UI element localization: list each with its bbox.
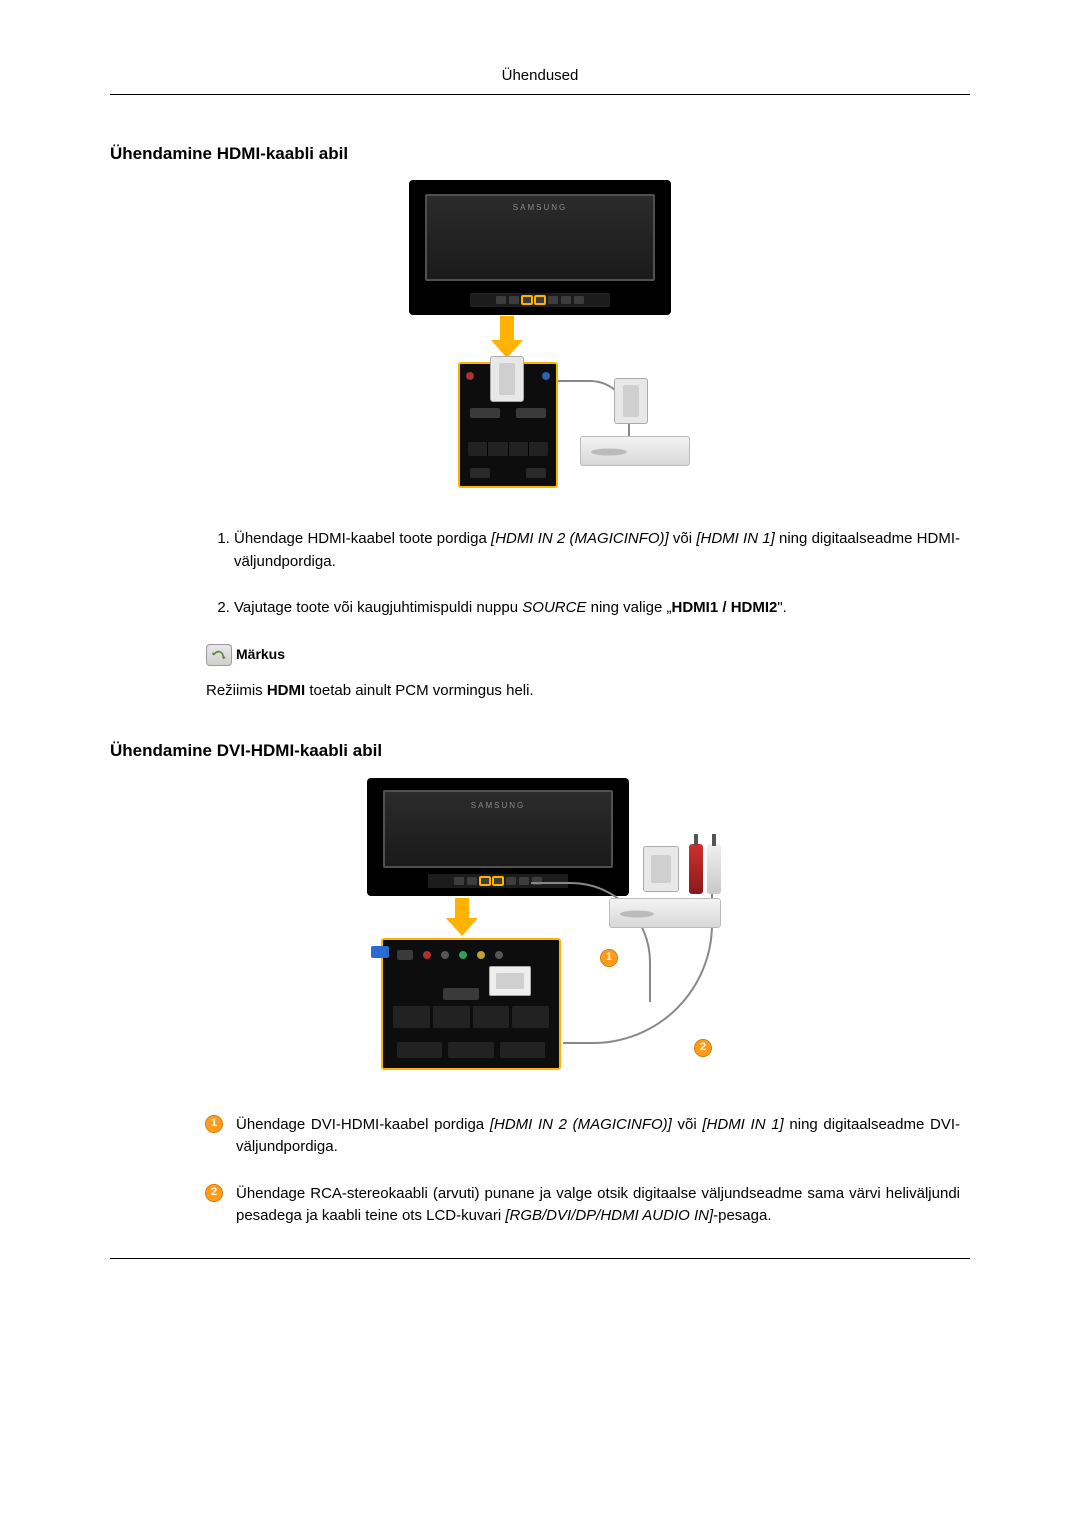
- jack-red-icon: [423, 951, 431, 959]
- badge-item-1: 1 Ühendage DVI-HDMI-kaabel pordiga [HDMI…: [206, 1114, 960, 1159]
- step-1: Ühendage HDMI-kaabel toote pordiga [HDMI…: [234, 528, 960, 573]
- callout-badge-1: 1: [601, 950, 617, 966]
- jack-green-icon: [459, 951, 467, 959]
- figure-dvi-wrap: SAMSUNG: [110, 778, 970, 1078]
- bold-text: HDMI: [267, 682, 305, 699]
- bottom-slots: [470, 468, 546, 478]
- callout-badge-2: 2: [206, 1185, 222, 1201]
- slot-icon: [516, 408, 546, 418]
- note-label: Märkus: [236, 644, 285, 665]
- rca-red-icon: [689, 844, 703, 894]
- rca-white-icon: [707, 844, 721, 894]
- em-text: [HDMI IN 1]: [702, 1116, 783, 1133]
- em-text: SOURCE: [522, 599, 586, 616]
- section1-body: Ühendage HDMI-kaabel toote pordiga [HDMI…: [206, 528, 960, 702]
- note-row: Märkus: [206, 644, 960, 666]
- label-strip: [468, 442, 548, 456]
- em-text: [RGB/DVI/DP/HDMI AUDIO IN]: [505, 1207, 713, 1224]
- figure-hdmi-wrap: SAMSUNG: [110, 180, 970, 492]
- port-icon: [496, 296, 506, 304]
- rule-bottom: [110, 1258, 970, 1259]
- vga-plug-icon: [371, 946, 389, 958]
- jack-yellow-icon: [477, 951, 485, 959]
- slot-icon: [470, 408, 500, 418]
- port-icon: [519, 877, 529, 885]
- callout-badge-1: 1: [206, 1116, 222, 1132]
- hdmi-plug-icon: [490, 356, 524, 402]
- figure-hdmi: SAMSUNG: [390, 180, 690, 492]
- port-hdmi-highlight-icon: [522, 296, 532, 304]
- label-strip: [393, 1006, 549, 1028]
- port-icon: [506, 877, 516, 885]
- page-header: Ühendused: [110, 65, 970, 88]
- arrow-down-icon: [446, 918, 478, 936]
- player-device-icon: [580, 436, 690, 466]
- port-strip: [470, 293, 610, 307]
- slot-icon: [443, 988, 479, 1000]
- slot-icon: [397, 950, 413, 960]
- monitor-brand: SAMSUNG: [471, 800, 525, 812]
- rule-top: [110, 94, 970, 95]
- jack-icon: [441, 951, 449, 959]
- jack-blue-icon: [542, 372, 550, 380]
- jack-red-icon: [466, 372, 474, 380]
- section1-steps: Ühendage HDMI-kaabel toote pordiga [HDMI…: [206, 528, 960, 620]
- port-panel: [381, 938, 561, 1070]
- em-text: [HDMI IN 2 (MAGICINFO)]: [490, 1116, 672, 1133]
- port-icon: [561, 296, 571, 304]
- badge-item-2: 2 Ühendage RCA-stereokaabli (arvuti) pun…: [206, 1183, 960, 1228]
- section1-heading: Ühendamine HDMI-kaabli abil: [110, 141, 970, 167]
- port-icon: [548, 296, 558, 304]
- header-title: Ühendused: [502, 67, 579, 84]
- hdmi-plug-icon: [614, 378, 648, 424]
- arrow-down-icon: [500, 316, 514, 342]
- section2-body: 1 Ühendage DVI-HDMI-kaabel pordiga [HDMI…: [206, 1114, 960, 1228]
- bold-text: HDMI1 / HDMI2: [672, 599, 778, 616]
- note-icon: [206, 644, 232, 666]
- callout-badge-2: 2: [695, 1040, 711, 1056]
- port-hdmi-highlight-icon: [493, 877, 503, 885]
- port-hdmi-highlight-icon: [480, 877, 490, 885]
- port-hdmi-highlight-icon: [535, 296, 545, 304]
- em-text: [HDMI IN 1]: [696, 530, 774, 547]
- jack-icon: [495, 951, 503, 959]
- monitor: SAMSUNG: [367, 778, 629, 896]
- monitor-brand: SAMSUNG: [513, 202, 567, 214]
- note-text: Režiimis HDMI toetab ainult PCM vormingu…: [206, 680, 960, 703]
- bottom-slots: [397, 1042, 545, 1058]
- dvi-port-icon: [643, 846, 679, 892]
- page: Ühendused Ühendamine HDMI-kaabli abil SA…: [0, 0, 1080, 1319]
- em-text: [HDMI IN 2 (MAGICINFO)]: [491, 530, 669, 547]
- player-device-icon: [609, 898, 721, 928]
- figure-dvi: SAMSUNG: [355, 778, 725, 1078]
- dvi-plug-icon: [489, 966, 531, 996]
- step-2: Vajutage toote või kaugjuhtimispuldi nup…: [234, 597, 960, 620]
- port-icon: [467, 877, 477, 885]
- item-text: Ühendage RCA-stereokaabli (arvuti) punan…: [236, 1183, 960, 1228]
- monitor: SAMSUNG: [409, 180, 671, 315]
- port-icon: [454, 877, 464, 885]
- item-text: Ühendage DVI-HDMI-kaabel pordiga [HDMI I…: [236, 1114, 960, 1159]
- arrow-down-icon: [455, 898, 469, 920]
- section2-heading: Ühendamine DVI-HDMI-kaabli abil: [110, 738, 970, 764]
- port-icon: [509, 296, 519, 304]
- port-icon: [574, 296, 584, 304]
